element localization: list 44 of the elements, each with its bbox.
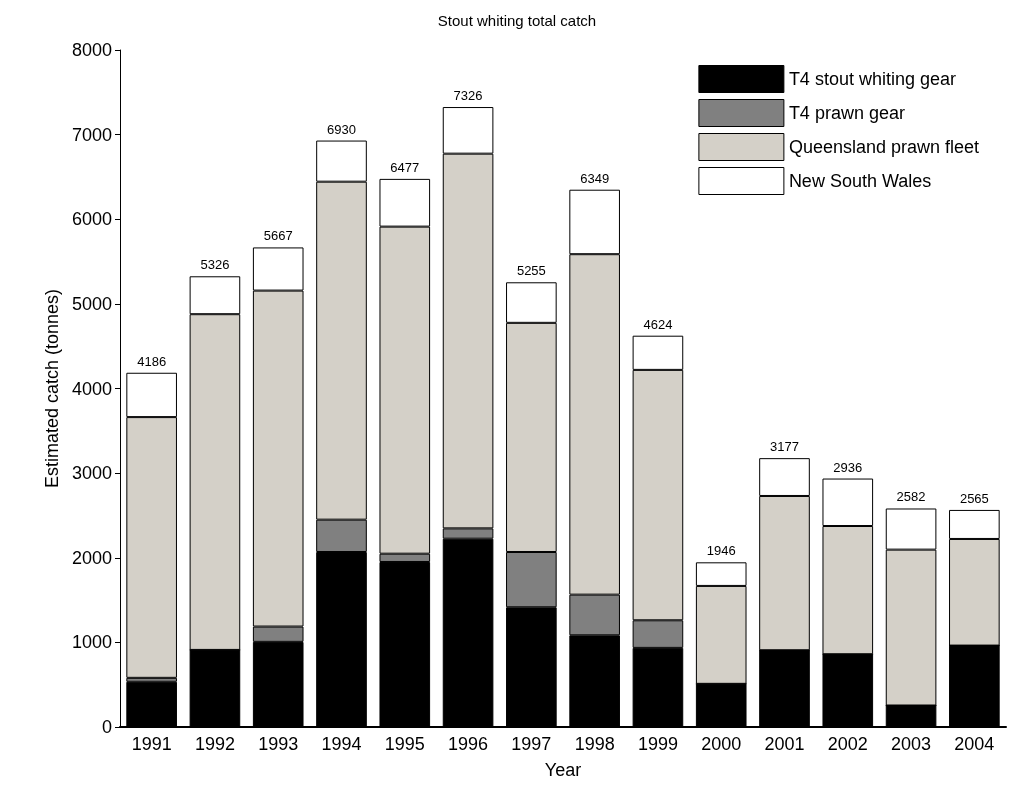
total-label: 2565 [959, 490, 989, 506]
total-label: 5667 [263, 228, 293, 244]
total-label: 6349 [580, 170, 610, 186]
x-tick-label: 2002 [827, 734, 868, 754]
x-tick-label: 1994 [321, 734, 362, 754]
x-tick-label: 1991 [131, 734, 172, 754]
total-label: 4624 [643, 316, 673, 332]
legend-label: T4 prawn gear [788, 103, 905, 123]
legend-label: New South Wales [788, 171, 932, 191]
total-label: 5326 [200, 257, 230, 273]
x-tick-label: 1992 [194, 734, 235, 754]
x-tick-label: 1993 [258, 734, 299, 754]
x-tick-label: 2000 [701, 734, 742, 754]
total-label: 6930 [327, 121, 356, 137]
legend-label: Queensland prawn fleet [788, 137, 979, 157]
y-tick-label: 5000 [71, 293, 112, 314]
y-tick-label: 7000 [71, 124, 112, 145]
x-tick-label: 1999 [637, 734, 678, 754]
chart-title: Stout whiting total catch [437, 12, 597, 29]
total-label: 5255 [516, 263, 546, 279]
x-axis-title: Year [544, 760, 582, 780]
x-tick-label: 2003 [891, 734, 932, 754]
legend-label: T4 stout whiting gear [788, 69, 956, 89]
y-tick-label: 4000 [71, 378, 112, 399]
y-tick-label: 6000 [71, 209, 112, 230]
x-tick-label: 2001 [764, 734, 805, 754]
total-label: 1946 [706, 543, 736, 559]
x-tick-label: 1997 [511, 734, 552, 754]
total-label: 6477 [390, 159, 420, 175]
y-tick-label: 3000 [71, 463, 112, 484]
y-tick-label: 1000 [71, 632, 112, 653]
y-tick-label: 2000 [71, 547, 112, 568]
total-label: 2582 [896, 489, 926, 505]
total-label: 7326 [453, 88, 483, 104]
y-tick-label: 8000 [71, 40, 112, 60]
x-tick-label: 1998 [574, 734, 615, 754]
total-label: 3177 [770, 439, 799, 455]
x-tick-label: 1996 [448, 734, 489, 754]
x-tick-label: 2004 [954, 734, 995, 754]
y-tick-label: 0 [101, 717, 112, 737]
x-tick-label: 1995 [384, 734, 425, 754]
total-label: 2936 [833, 459, 863, 475]
total-label: 4186 [137, 353, 167, 369]
y-axis-title: Estimated catch (tonnes) [42, 288, 63, 489]
